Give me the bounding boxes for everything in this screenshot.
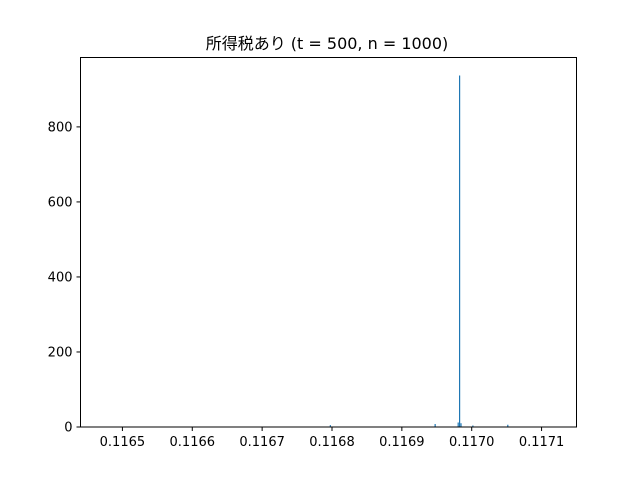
x-tick-label: 0.1169 bbox=[379, 435, 425, 450]
histogram-bar bbox=[460, 423, 462, 427]
histogram-bar bbox=[329, 425, 331, 427]
y-tick-label: 200 bbox=[48, 345, 73, 360]
y-tick-label: 600 bbox=[48, 195, 73, 210]
bars-group bbox=[94, 75, 558, 427]
histogram-bar bbox=[457, 422, 459, 427]
plot-area-frame bbox=[80, 57, 577, 428]
histogram-bar bbox=[458, 75, 461, 427]
histogram-bar bbox=[472, 425, 474, 427]
x-tick-label: 0.1171 bbox=[519, 435, 565, 450]
y-tick-label: 800 bbox=[48, 120, 73, 135]
y-tick-label: 0 bbox=[64, 421, 72, 436]
x-tick-label: 0.1166 bbox=[170, 435, 216, 450]
y-tick-label: 400 bbox=[48, 270, 73, 285]
x-axis: 0.1165 0.1166 0.1167 0.1168 0.1169 0.1170 0.11… bbox=[100, 427, 565, 450]
x-tick-label: 0.1167 bbox=[239, 435, 285, 450]
chart-title: 所得税あり (t = 500, n = 1000) bbox=[206, 34, 449, 53]
histogram-bar bbox=[507, 424, 509, 427]
x-tick-label: 0.1165 bbox=[100, 435, 146, 450]
x-tick-label: 0.1168 bbox=[309, 435, 355, 450]
y-axis: 0 200 400 600 800 bbox=[48, 120, 81, 436]
x-tick-label: 0.1170 bbox=[449, 435, 495, 450]
histogram-bar bbox=[434, 423, 436, 427]
